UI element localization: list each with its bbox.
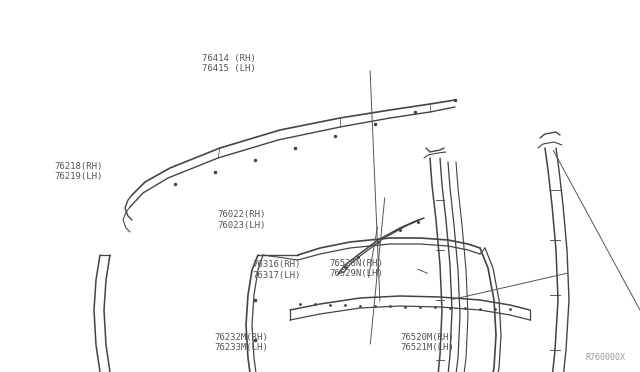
- Text: R760000X: R760000X: [585, 353, 625, 362]
- Text: 76232M(RH)
76233M(LH): 76232M(RH) 76233M(LH): [214, 333, 268, 352]
- Text: 76316(RH)
76317(LH): 76316(RH) 76317(LH): [253, 260, 301, 280]
- Text: 76520M(RH)
76521M(LH): 76520M(RH) 76521M(LH): [400, 333, 454, 352]
- Text: 76414 (RH)
76415 (LH): 76414 (RH) 76415 (LH): [202, 54, 255, 73]
- Text: 76022(RH)
76023(LH): 76022(RH) 76023(LH): [218, 210, 266, 230]
- Text: 76528N(RH)
76529N(LH): 76528N(RH) 76529N(LH): [330, 259, 383, 278]
- Text: 76218(RH)
76219(LH): 76218(RH) 76219(LH): [54, 162, 103, 181]
